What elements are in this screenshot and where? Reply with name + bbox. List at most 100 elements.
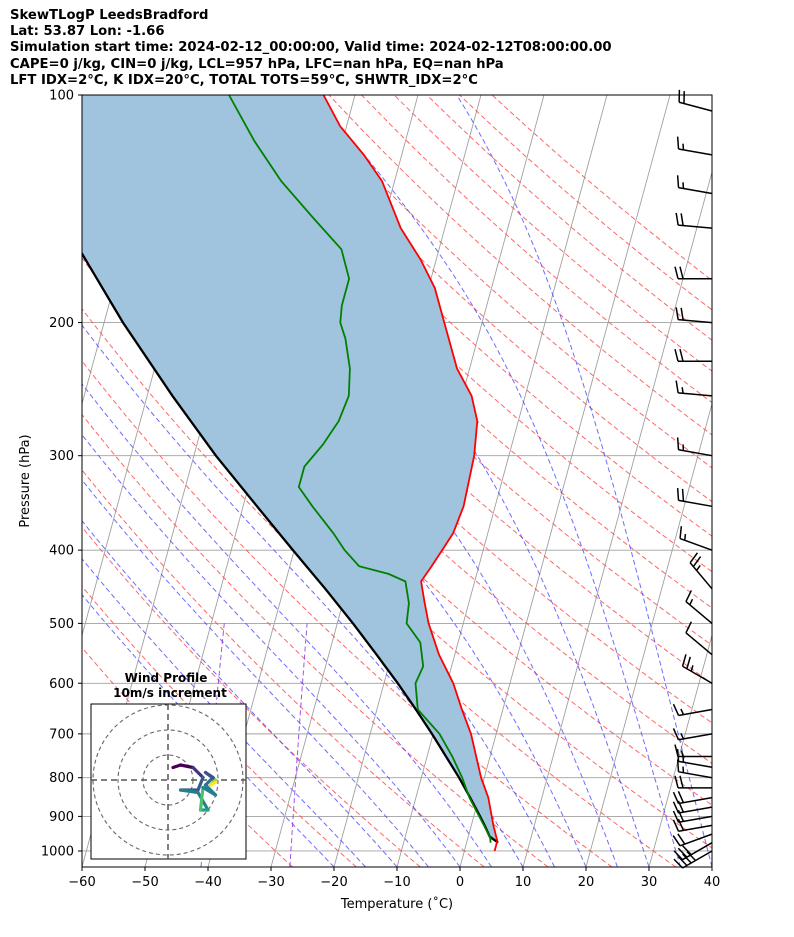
wind-barb bbox=[675, 307, 713, 324]
isotherm-line bbox=[585, 402, 712, 867]
wind-barb bbox=[672, 833, 713, 847]
dry-adiabat-line bbox=[82, 646, 293, 867]
temperature-line bbox=[322, 95, 499, 852]
isotherm-line bbox=[396, 95, 608, 867]
x-tick-label: −10 bbox=[383, 875, 410, 890]
x-tick-label: 30 bbox=[641, 875, 658, 890]
x-tick-label: 40 bbox=[704, 875, 721, 890]
y-tick-label: 100 bbox=[49, 89, 74, 104]
moist-adiabat-line bbox=[82, 520, 398, 867]
wind-barb bbox=[679, 526, 713, 551]
wind-barb bbox=[685, 621, 713, 656]
indices-line-2: LFT IDX=2°C, K IDX=20°C, TOTAL TOTS=59°C… bbox=[10, 72, 478, 88]
wind-barb bbox=[676, 488, 713, 508]
x-tick-label: 20 bbox=[578, 875, 595, 890]
wind-barb bbox=[676, 759, 713, 779]
x-axis-label: Temperature (˚C) bbox=[340, 896, 453, 912]
cin-area bbox=[82, 95, 499, 843]
hodograph-segment bbox=[203, 770, 218, 782]
dry-adiabat-line bbox=[230, 95, 712, 537]
location-line: Lat: 53.87 Lon: -1.66 bbox=[10, 24, 165, 40]
wind-barb bbox=[676, 175, 713, 195]
x-tick-label: −20 bbox=[320, 875, 347, 890]
wind-barb bbox=[675, 380, 713, 397]
y-tick-label: 700 bbox=[49, 727, 74, 742]
dewpoint-line bbox=[228, 95, 492, 843]
x-tick-label: −40 bbox=[194, 875, 221, 890]
axis-ticks: −60 −50 −40 −30 −20 −10 0 10 20 30 40 100 200 300 400 5… bbox=[41, 89, 720, 891]
dry-adiabat-line bbox=[82, 526, 421, 867]
isotherm-line bbox=[522, 170, 712, 867]
wind-barb bbox=[689, 552, 713, 590]
hodograph-subtitle: 10m/s increment bbox=[113, 686, 227, 700]
time-line: Simulation start time: 2024-02-12_00:00:… bbox=[10, 40, 612, 56]
dry-adiabat-line bbox=[82, 113, 712, 724]
cape-cin-fill bbox=[82, 95, 499, 843]
moist-adiabat-line bbox=[82, 383, 492, 867]
dry-adiabat-line bbox=[459, 95, 712, 311]
x-tick-label: −30 bbox=[257, 875, 284, 890]
isotherm-line bbox=[459, 95, 671, 867]
hodograph-segment bbox=[191, 765, 205, 780]
dry-adiabat-line bbox=[426, 95, 712, 341]
hodograph-plot bbox=[91, 704, 246, 859]
moist-adiabat-line bbox=[82, 433, 461, 867]
wind-barb bbox=[672, 809, 713, 824]
hodograph-segment bbox=[198, 785, 205, 812]
x-tick-label: −60 bbox=[68, 875, 95, 890]
dry-adiabat-line bbox=[328, 95, 712, 436]
dry-adiabat-line bbox=[82, 585, 357, 867]
wind-barb bbox=[676, 749, 713, 769]
dry-adiabat-line bbox=[82, 360, 613, 867]
hodograph-segment bbox=[178, 788, 200, 795]
hodograph-segment bbox=[196, 775, 205, 792]
wind-barb bbox=[674, 266, 712, 280]
wind-barb bbox=[674, 349, 712, 362]
indices-line-1: CAPE=0 j/kg, CIN=0 j/kg, LCL=957 hPa, LF… bbox=[10, 56, 504, 72]
y-tick-label: 900 bbox=[49, 810, 74, 825]
y-tick-label: 600 bbox=[49, 677, 74, 692]
hodograph-inset: Wind Profile 10m/s increment bbox=[90, 671, 247, 860]
wind-barbs bbox=[672, 89, 713, 869]
moist-adiabat-line bbox=[456, 95, 712, 867]
y-tick-label: 400 bbox=[49, 544, 74, 559]
y-tick-label: 500 bbox=[49, 617, 74, 632]
x-tick-label: 0 bbox=[456, 875, 464, 890]
wind-barb bbox=[674, 775, 712, 789]
wind-barb bbox=[672, 818, 713, 833]
moist-adiabat-line bbox=[82, 324, 524, 867]
profiles bbox=[82, 95, 499, 852]
header: SkewTLogP LeedsBradford Lat: 53.87 Lon: … bbox=[10, 8, 612, 89]
wind-barb bbox=[676, 136, 713, 156]
dry-adiabat-line bbox=[82, 413, 549, 867]
wind-barb bbox=[685, 590, 713, 624]
moist-adiabat-line bbox=[82, 593, 335, 867]
chart-title: SkewTLogP LeedsBradford bbox=[10, 8, 209, 23]
wind-barb bbox=[673, 842, 713, 861]
x-tick-label: 10 bbox=[515, 875, 532, 890]
hodograph-segment bbox=[178, 763, 195, 770]
wind-barb bbox=[672, 703, 713, 717]
wind-barb bbox=[678, 89, 713, 112]
wind-barb bbox=[672, 791, 713, 805]
mixing-ratio-line bbox=[289, 623, 308, 867]
dry-adiabat-line bbox=[198, 95, 712, 573]
dry-adiabat-line bbox=[491, 95, 712, 281]
wind-barb bbox=[681, 654, 713, 684]
y-tick-label: 1000 bbox=[41, 844, 74, 859]
wind-barb bbox=[676, 437, 713, 457]
moist-adiabat-line bbox=[82, 558, 366, 867]
isotherm-line bbox=[648, 633, 712, 867]
y-tick-label: 800 bbox=[49, 771, 74, 786]
hodograph-segment bbox=[208, 780, 218, 787]
x-tick-label: −50 bbox=[131, 875, 158, 890]
wind-barb bbox=[672, 728, 713, 741]
moist-adiabat-line bbox=[82, 479, 429, 867]
y-tick-label: 200 bbox=[49, 316, 74, 331]
y-axis-label: Pressure (hPa) bbox=[18, 434, 33, 527]
y-tick-label: 300 bbox=[49, 449, 74, 464]
wind-barb bbox=[673, 850, 713, 869]
isotherm-line bbox=[711, 865, 712, 867]
wind-barb bbox=[675, 212, 713, 229]
